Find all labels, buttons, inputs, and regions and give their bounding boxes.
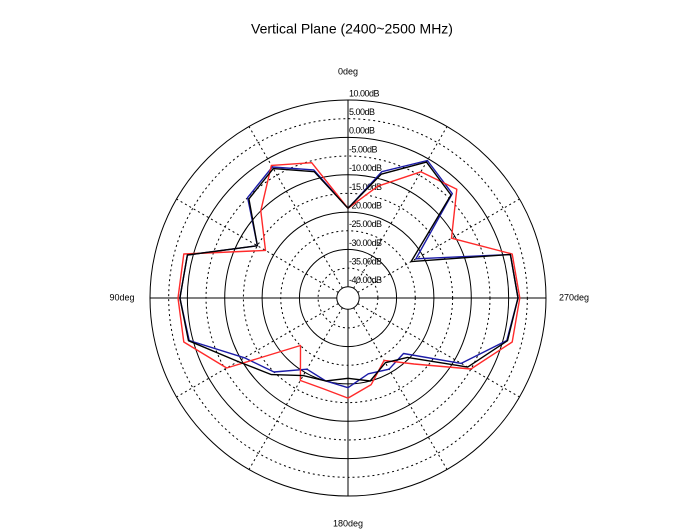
r-tick-label: -35.00dB [349,256,382,266]
r-tick-label: -5.00dB [349,144,378,154]
pattern-line [177,162,521,399]
grid-spoke [357,303,520,398]
theta-tick-label: 0deg [338,66,358,76]
theta-tick-label: 90deg [109,292,134,302]
chart-title: Vertical Plane (2400~2500 MHz) [251,21,453,37]
grid-spoke [353,126,448,289]
r-tick-label: -10.00dB [349,163,382,173]
r-tick-label: -20.00dB [349,200,382,210]
grid-spoke [176,303,339,398]
theta-tick-label: 180deg [333,518,363,528]
r-tick-label: 10.00dB [349,88,380,98]
r-tick-label: -25.00dB [349,219,382,229]
grid-spoke [176,198,339,293]
pattern-line [179,161,519,382]
grid-spoke [248,307,343,470]
r-tick-label: 0.00dB [349,126,375,136]
grid-spoke [353,307,448,470]
r-tick-label: -15.00dB [349,182,382,192]
r-tick-label: -30.00dB [349,238,382,248]
grid-spoke [248,126,343,289]
grid-ring [336,286,360,310]
r-tick-label: 5.00dB [349,107,375,117]
r-tick-label: -40.00dB [349,275,382,285]
pattern-line [179,159,519,389]
grid-spoke [357,198,520,293]
theta-tick-label: 270deg [559,292,589,302]
